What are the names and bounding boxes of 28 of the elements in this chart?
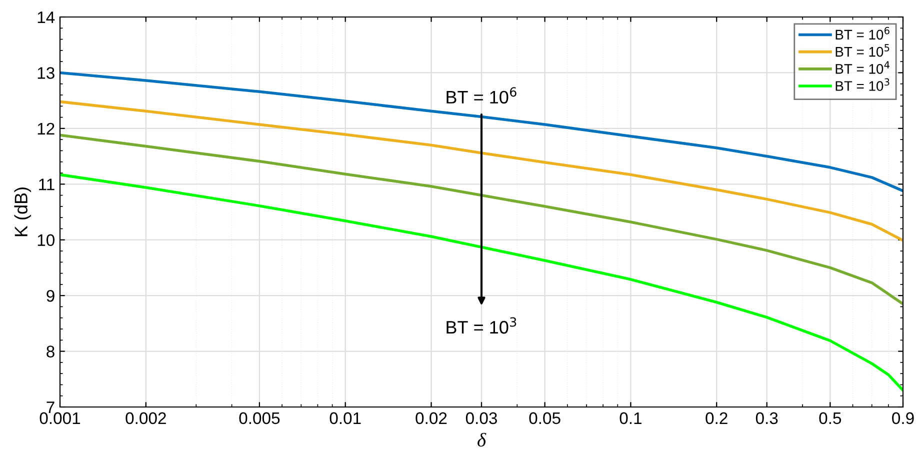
- y-tick-label: 10: [38, 234, 54, 246]
- legend-label: BT = 10$^{4}$: [836, 61, 890, 74]
- y-tick-label: 14: [38, 12, 55, 24]
- legend-label: BT = 10$^{6}$: [836, 26, 890, 40]
- annotation: BT = 10$^{3}$: [446, 317, 516, 334]
- x-tick-label: 0.9: [892, 412, 914, 424]
- x-axis-title: δ: [478, 432, 486, 447]
- legend-label: BT = 10$^{5}$: [836, 44, 890, 57]
- y-tick-label: 13: [38, 67, 54, 79]
- y-tick-label: 9: [46, 290, 54, 302]
- y-tick-label: 7: [46, 402, 54, 414]
- x-tick-label: 0.03: [466, 412, 497, 424]
- x-tick-label: 0.2: [706, 412, 728, 424]
- y-tick-label: 8: [46, 346, 54, 358]
- x-tick-label: 0.3: [756, 412, 778, 424]
- x-tick-label: 0.1: [620, 412, 642, 424]
- y-tick-label: 11: [39, 178, 54, 190]
- legend-label: BT = 10$^{3}$: [836, 78, 890, 91]
- x-tick-label: 0.005: [239, 412, 280, 424]
- x-tick-label: 0.001: [40, 412, 80, 424]
- annotation: BT = 10$^{6}$: [446, 87, 516, 104]
- y-axis-title: K (dB): [14, 188, 32, 236]
- x-tick-label: 0.002: [126, 412, 166, 424]
- x-tick-label: 0.5: [819, 412, 842, 424]
- x-tick-label: 0.05: [529, 412, 560, 424]
- x-tick-label: 0.01: [330, 412, 361, 424]
- x-tick-label: 0.02: [416, 412, 447, 424]
- y-tick-label: 12: [38, 122, 54, 134]
